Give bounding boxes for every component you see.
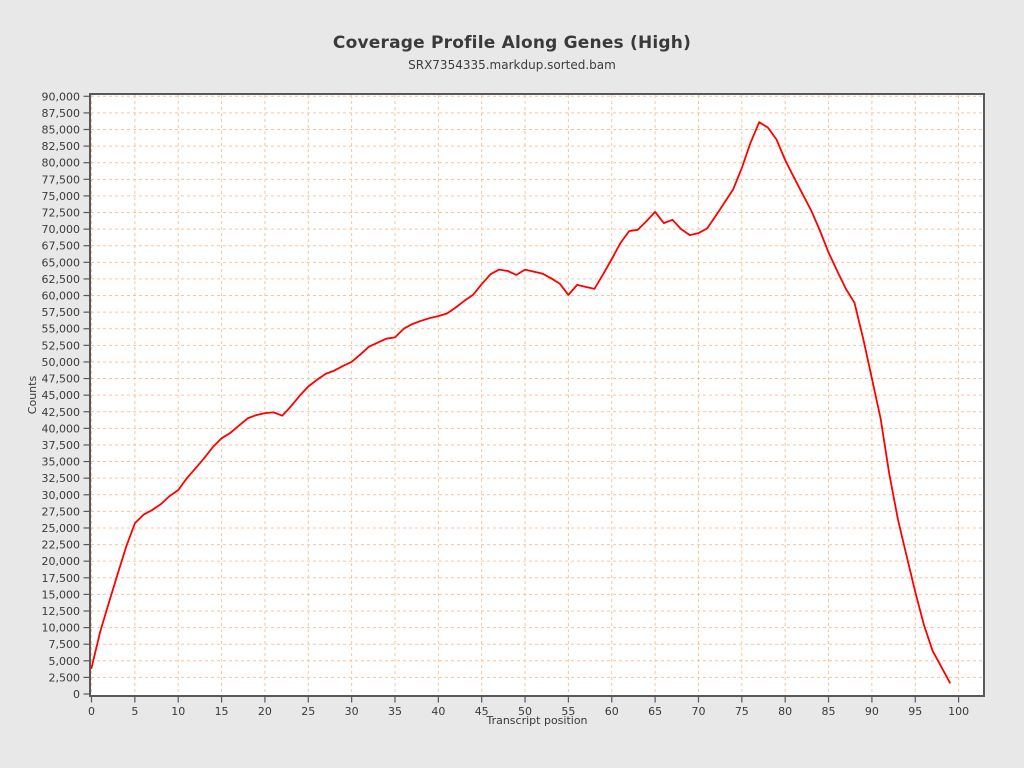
x-tick-label: 45 [475, 705, 489, 718]
x-tick-label: 25 [301, 705, 315, 718]
x-tick-label: 5 [131, 705, 138, 718]
chart-title: Coverage Profile Along Genes (High) [332, 33, 692, 53]
y-tick-label: 90,000 [42, 90, 81, 103]
y-tick-label: 77,500 [42, 173, 81, 186]
plot-frame [89, 93, 985, 697]
y-tick-label: 45,000 [42, 389, 81, 402]
y-tick-label: 75,000 [42, 190, 81, 203]
x-axis-label: Transcript position [485, 714, 587, 727]
y-tick-label: 30,000 [42, 489, 81, 502]
y-tick-label: 12,500 [42, 605, 81, 618]
y-tick-label: 17,500 [42, 572, 81, 585]
y-tick-label: 80,000 [42, 157, 81, 170]
x-tick-label: 60 [605, 705, 619, 718]
axis-ticks [83, 95, 960, 703]
x-tick-label: 70 [691, 705, 705, 718]
gridlines [91, 95, 983, 695]
y-tick-label: 57,500 [42, 306, 81, 319]
x-tick-label: 20 [258, 705, 272, 718]
x-tick-label: 40 [431, 705, 445, 718]
y-tick-label: 87,500 [42, 107, 81, 120]
x-tick-label: 100 [948, 705, 969, 718]
x-tick-label: 75 [735, 705, 749, 718]
y-tick-label: 15,000 [42, 588, 81, 601]
y-tick-label: 50,000 [42, 356, 81, 369]
y-tick-label: 2,500 [49, 671, 81, 684]
y-tick-label: 70,000 [42, 223, 81, 236]
y-tick-label: 25,000 [42, 522, 81, 535]
axis-tick-labels: 0 2,500 5,000 7,500 10,000 12,500 15,000 17,500… [42, 90, 970, 718]
x-tick-label: 55 [561, 705, 575, 718]
x-tick-label: 10 [171, 705, 185, 718]
x-tick-label: 65 [648, 705, 662, 718]
x-tick-label: 0 [88, 705, 95, 718]
x-tick-label: 15 [215, 705, 229, 718]
y-tick-label: 47,500 [42, 373, 81, 386]
x-tick-label: 85 [822, 705, 836, 718]
y-tick-label: 62,500 [42, 273, 81, 286]
y-tick-label: 65,000 [42, 256, 81, 269]
y-tick-label: 40,000 [42, 422, 81, 435]
y-tick-label: 20,000 [42, 555, 81, 568]
y-tick-label: 55,000 [42, 323, 81, 336]
x-tick-label: 30 [345, 705, 359, 718]
y-tick-label: 85,000 [42, 124, 81, 137]
coverage-profile-line [90, 121, 951, 684]
x-tick-label: 95 [908, 705, 922, 718]
x-tick-label: 80 [778, 705, 792, 718]
chart-subtitle: SRX7354335.markdup.sorted.bam [408, 58, 616, 72]
y-tick-label: 37,500 [42, 439, 81, 452]
y-tick-label: 35,000 [42, 456, 81, 469]
y-tick-label: 5,000 [49, 655, 81, 668]
y-tick-label: 0 [73, 688, 80, 701]
y-tick-label: 27,500 [42, 505, 81, 518]
y-tick-label: 32,500 [42, 472, 81, 485]
x-tick-label: 35 [388, 705, 402, 718]
y-tick-label: 42,500 [42, 406, 81, 419]
x-tick-label: 90 [865, 705, 879, 718]
y-tick-label: 10,000 [42, 622, 81, 635]
y-tick-label: 7,500 [49, 638, 81, 651]
y-axis-label: Counts [26, 376, 39, 415]
x-tick-label: 50 [518, 705, 532, 718]
series-lines [90, 121, 951, 684]
y-tick-label: 60,000 [42, 290, 81, 303]
y-tick-label: 72,500 [42, 207, 81, 220]
y-tick-label: 67,500 [42, 240, 81, 253]
y-tick-label: 52,500 [42, 339, 81, 352]
y-tick-label: 82,500 [42, 140, 81, 153]
y-tick-label: 22,500 [42, 539, 81, 552]
